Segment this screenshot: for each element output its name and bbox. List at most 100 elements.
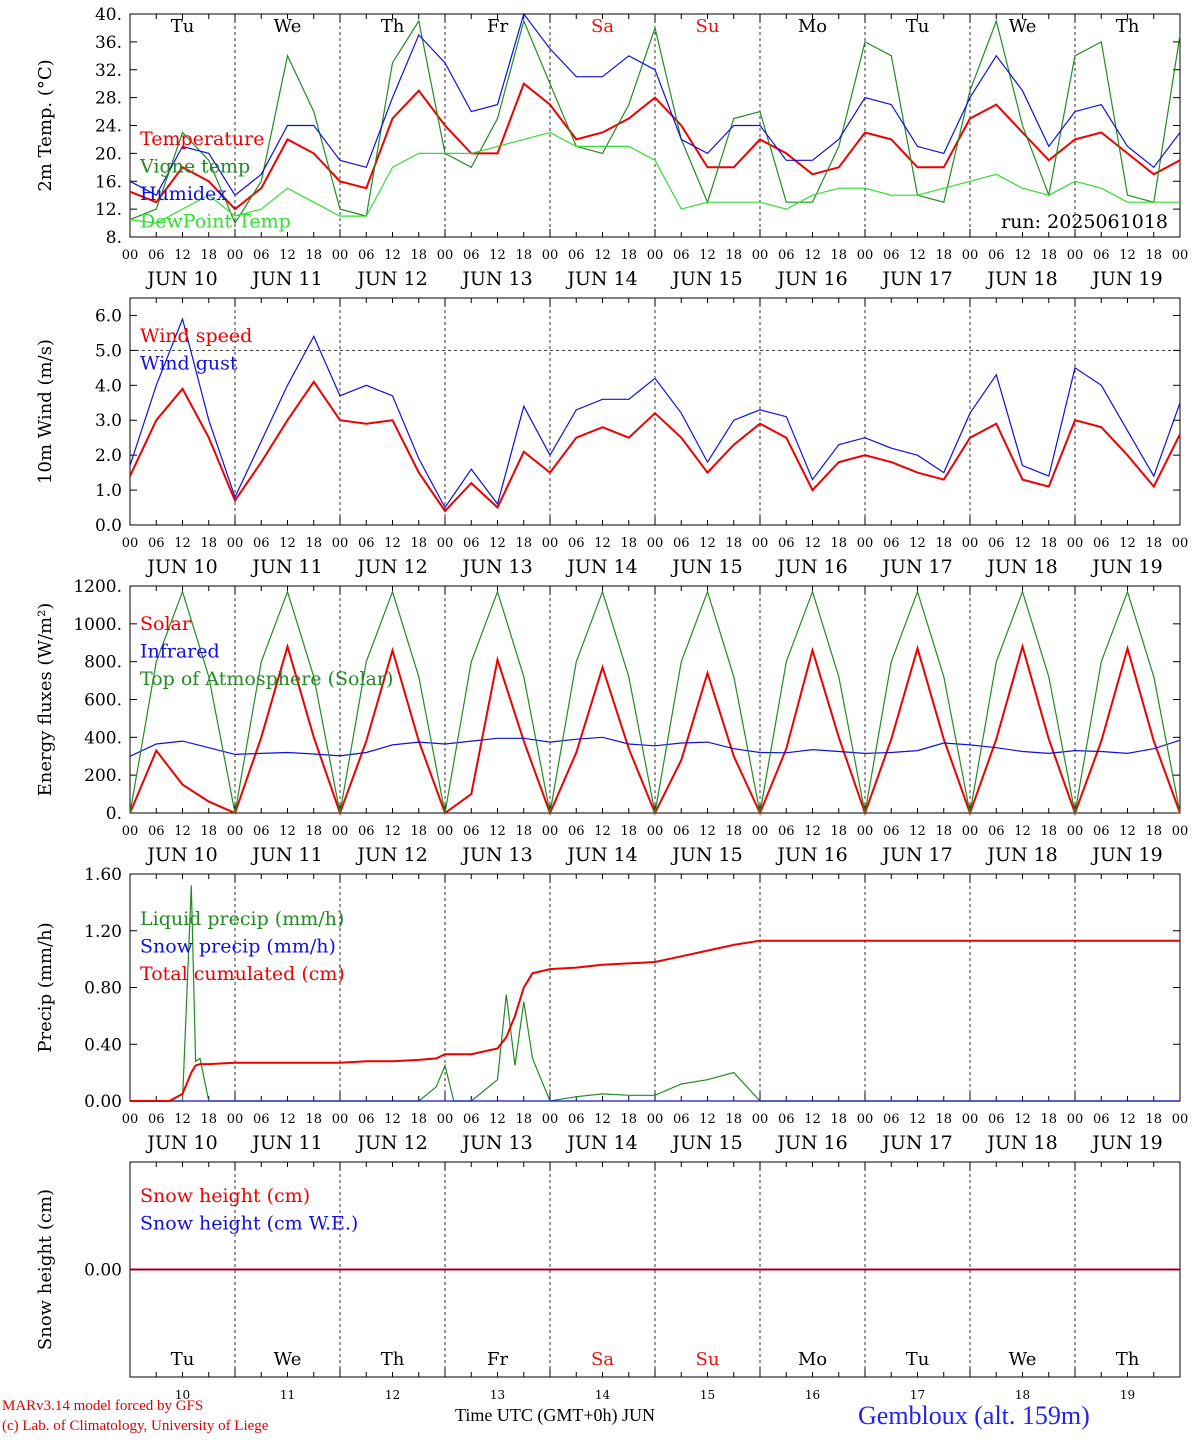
hour-tick-label: 12 (174, 1112, 191, 1127)
y-tick-label: 8. (106, 228, 122, 248)
hour-tick-label: 18 (1040, 824, 1057, 839)
hour-tick-label: 18 (410, 248, 427, 263)
hour-tick-label: 06 (253, 824, 270, 839)
day-name-label: Tu (171, 16, 195, 37)
hour-tick-label: 00 (437, 536, 454, 551)
hour-tick-label: 12 (909, 248, 926, 263)
day-name-label: Th (381, 1349, 405, 1370)
hour-tick-label: 12 (804, 824, 821, 839)
hour-tick-label: 18 (830, 824, 847, 839)
y-axis-label: Precip (mm/h) (35, 922, 56, 1052)
date-label: JUN 12 (355, 1132, 427, 1154)
hour-tick-label: 06 (673, 248, 690, 263)
y-tick-label: 0.00 (84, 1261, 122, 1281)
hour-tick-label: 00 (647, 824, 664, 839)
hour-tick-label: 18 (1145, 1112, 1162, 1127)
y-tick-label: 20. (95, 144, 122, 164)
hour-tick-label: 18 (200, 536, 217, 551)
series-line-red (129, 380, 1181, 513)
date-label: JUN 16 (775, 268, 847, 290)
hour-tick-label: 18 (200, 1112, 217, 1127)
hour-tick-label: 00 (332, 1112, 349, 1127)
hour-tick-label: 18 (305, 536, 322, 551)
hour-tick-label: 12 (279, 824, 296, 839)
date-label: JUN 17 (880, 268, 952, 290)
hour-tick-label: 12 (594, 248, 611, 263)
hour-tick-label: 12 (594, 536, 611, 551)
hour-tick-label: 06 (673, 536, 690, 551)
y-tick-label: 800. (84, 653, 122, 673)
date-label: JUN 18 (985, 556, 1057, 578)
hour-tick-label: 00 (647, 248, 664, 263)
hour-tick-label: 06 (358, 1112, 375, 1127)
hour-tick-label: 06 (1093, 536, 1110, 551)
y-axis-label: Energy fluxes (W/m²) (35, 603, 56, 797)
hour-tick-label: 00 (857, 1112, 874, 1127)
y-tick-label: 0.80 (84, 979, 122, 999)
hour-tick-label: 18 (305, 1112, 322, 1127)
hour-tick-label: 00 (857, 536, 874, 551)
hour-tick-label: 00 (1172, 1112, 1189, 1127)
day-name-label: Su (696, 16, 720, 37)
legend-entry: Wind speed (140, 325, 252, 347)
station-name: Gembloux (alt. 159m) (858, 1401, 1090, 1430)
hour-tick-label: 06 (463, 1112, 480, 1127)
hour-tick-label: 06 (148, 824, 165, 839)
legend-entry: Snow height (cm) (140, 1185, 310, 1207)
hour-tick-label: 18 (1145, 536, 1162, 551)
date-label: JUN 15 (670, 1132, 742, 1154)
date-label: JUN 12 (355, 844, 427, 866)
hour-tick-label: 00 (122, 824, 139, 839)
date-label: JUN 15 (670, 844, 742, 866)
hour-tick-label: 00 (962, 1112, 979, 1127)
hour-tick-label: 00 (1172, 536, 1189, 551)
hour-tick-label: 00 (227, 824, 244, 839)
hour-tick-label: 06 (148, 1112, 165, 1127)
hour-tick-label: 06 (148, 248, 165, 263)
hour-tick-label: 12 (594, 1112, 611, 1127)
legend-entry: Vigne temp (139, 156, 250, 178)
date-label: JUN 10 (145, 844, 217, 866)
hour-tick-label: 06 (253, 536, 270, 551)
hour-tick-label: 00 (752, 536, 769, 551)
date-label: JUN 18 (985, 844, 1057, 866)
hour-tick-label: 18 (620, 1112, 637, 1127)
hour-tick-label: 00 (437, 824, 454, 839)
hour-tick-label: 00 (122, 248, 139, 263)
hour-tick-label: 18 (1040, 1112, 1057, 1127)
hour-tick-label: 00 (437, 1112, 454, 1127)
hour-tick-label: 12 (384, 536, 401, 551)
hour-tick-label: 00 (752, 248, 769, 263)
date-label: JUN 19 (1090, 844, 1162, 866)
hour-tick-label: 06 (673, 824, 690, 839)
day-name-label: Tu (906, 1349, 930, 1370)
date-label: JUN 18 (985, 1132, 1057, 1154)
hour-tick-label: 00 (542, 824, 559, 839)
legend-entry: Wind gust (140, 353, 238, 375)
model-credit-line2: (c) Lab. of Climatology, University of L… (2, 1418, 269, 1434)
day-number-label: 17 (910, 1388, 925, 1402)
date-label: JUN 10 (145, 268, 217, 290)
x-axis-label: Time UTC (GMT+0h) JUN (455, 1405, 655, 1425)
hour-tick-label: 06 (463, 248, 480, 263)
date-label: JUN 19 (1090, 1132, 1162, 1154)
day-number-label: 14 (595, 1388, 611, 1402)
day-name-label: Fr (487, 16, 508, 37)
y-tick-label: 1.0 (95, 481, 122, 501)
date-label: JUN 17 (880, 1132, 952, 1154)
hour-tick-label: 18 (410, 1112, 427, 1127)
date-label: JUN 14 (565, 844, 637, 866)
date-label: JUN 12 (355, 268, 427, 290)
y-tick-label: 32. (95, 61, 122, 81)
legend-entry: Infrared (140, 641, 220, 663)
y-tick-label: 1.60 (84, 865, 122, 885)
hour-tick-label: 12 (1014, 1112, 1031, 1127)
hour-tick-label: 18 (620, 248, 637, 263)
hour-tick-label: 18 (935, 824, 952, 839)
hour-tick-label: 06 (778, 824, 795, 839)
day-number-label: 13 (490, 1388, 505, 1402)
hour-tick-label: 06 (253, 248, 270, 263)
series-line-blue (129, 317, 1181, 509)
hour-tick-label: 00 (647, 1112, 664, 1127)
hour-tick-label: 12 (594, 824, 611, 839)
